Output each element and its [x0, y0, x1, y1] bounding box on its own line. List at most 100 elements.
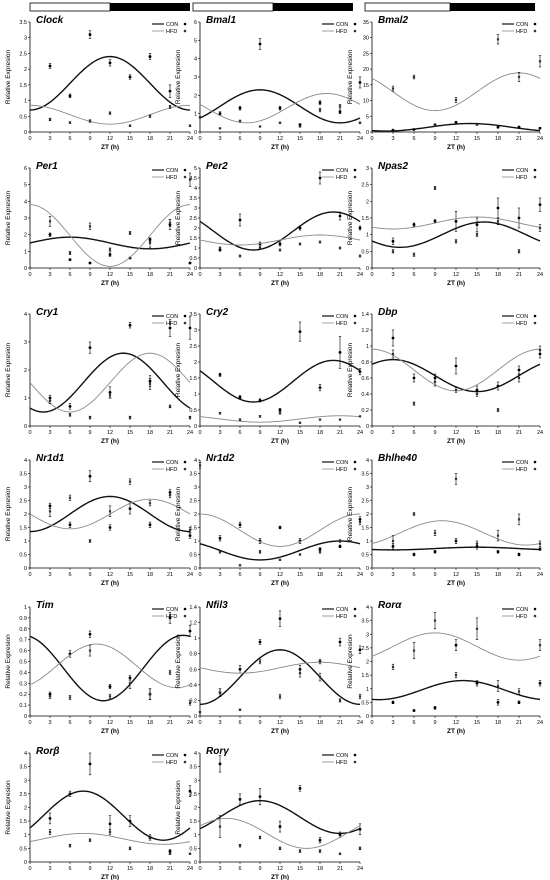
data-point-con	[391, 239, 395, 243]
y-tick-label: 0.6	[189, 667, 197, 673]
data-point-con	[48, 64, 52, 68]
data-point-hfd	[358, 415, 362, 418]
data-point-hfd	[298, 553, 302, 556]
x-tick-label: 18	[495, 572, 501, 578]
x-tick-label: 15	[297, 572, 303, 578]
x-axis-label: ZT (h)	[101, 580, 119, 587]
y-tick-label: 2.5	[19, 792, 27, 798]
chart-panel: 0 0.5 1 1.5 2 2.5 3 3.5 4 0 3 6 9 12 15 18 21 24 ZT (h) Rel…	[347, 600, 543, 735]
data-point-con	[298, 226, 302, 230]
x-tick-label: 3	[218, 866, 221, 872]
legend-marker	[533, 168, 537, 172]
data-point-hfd	[358, 847, 362, 850]
x-tick-label: 0	[28, 720, 31, 726]
y-axis-label: Relative Expresion	[5, 634, 12, 689]
y-tick-label: 2.5	[189, 216, 197, 222]
x-tick-label: 15	[297, 430, 303, 436]
data-point-con	[391, 128, 395, 132]
data-point-con	[338, 110, 342, 114]
y-tick-label: 1.5	[361, 216, 369, 222]
legend-label: CON	[516, 460, 528, 466]
y-tick-label: 0.5	[19, 553, 27, 559]
legend-marker	[533, 321, 537, 325]
y-tick-label: 2.5	[189, 792, 197, 798]
data-point-hfd	[128, 480, 132, 483]
data-point-hfd	[412, 649, 416, 652]
data-point-hfd	[475, 542, 479, 545]
x-tick-label: 24	[537, 430, 543, 436]
data-point-hfd	[538, 542, 542, 545]
y-tick-label: 2.5	[19, 499, 27, 505]
x-tick-label: 12	[277, 272, 283, 278]
data-point-con	[517, 216, 521, 220]
y-tick-label: 3	[24, 216, 27, 222]
data-point-hfd	[168, 105, 172, 108]
x-tick-label: 15	[474, 136, 480, 142]
x-tick-label: 21	[516, 272, 522, 278]
x-tick-label: 12	[277, 136, 283, 142]
legend-marker	[353, 168, 357, 172]
x-tick-label: 0	[198, 430, 201, 436]
data-point-hfd	[358, 254, 362, 258]
data-point-hfd	[278, 695, 282, 698]
cosinor-fit-line	[29, 634, 191, 702]
legend-label: HFD	[336, 614, 347, 620]
data-point-hfd	[68, 251, 72, 255]
y-tick-label: 3	[194, 328, 197, 334]
x-tick-label: 9	[433, 572, 436, 578]
y-tick-label: 2.5	[189, 344, 197, 350]
x-tick-label: 12	[453, 720, 459, 726]
x-tick-label: 15	[474, 720, 480, 726]
y-tick-label: 2.5	[361, 646, 369, 652]
x-tick-label: 21	[337, 866, 343, 872]
x-tick-label: 3	[391, 272, 394, 278]
x-tick-label: 3	[391, 430, 394, 436]
data-point-con	[68, 94, 72, 98]
x-tick-label: 18	[495, 430, 501, 436]
data-point-hfd	[433, 186, 437, 190]
y-tick-label: 0.5	[361, 553, 369, 559]
data-point-con	[338, 214, 342, 218]
x-tick-label: 15	[127, 136, 133, 142]
data-point-hfd	[538, 226, 542, 230]
x-tick-label: 21	[167, 720, 173, 726]
x-tick-label: 3	[218, 720, 221, 726]
legend-label: HFD	[166, 321, 177, 327]
legend-marker	[533, 29, 537, 33]
y-tick-label: 0.5	[189, 408, 197, 414]
y-tick-label: 1	[194, 636, 197, 642]
legend-label: CON	[516, 314, 528, 320]
dark-phase-bar	[273, 3, 353, 11]
data-point-con	[433, 219, 437, 223]
y-tick-label: 0	[194, 424, 197, 430]
legend-label: HFD	[166, 760, 177, 766]
data-point-hfd	[475, 123, 479, 126]
legend-marker	[183, 460, 187, 464]
data-point-con	[168, 89, 172, 93]
data-point-con	[318, 176, 322, 180]
legend-label: HFD	[516, 614, 527, 620]
y-axis-label: Relative Expresion	[347, 191, 354, 246]
data-point-hfd	[475, 392, 479, 396]
x-tick-label: 0	[198, 572, 201, 578]
y-tick-label: 0	[24, 860, 27, 866]
x-tick-label: 18	[317, 430, 323, 436]
x-tick-label: 6	[68, 272, 71, 278]
y-tick-label: 3	[194, 485, 197, 491]
cosinor-fit-line	[199, 817, 361, 849]
panel-title: Bmal1	[206, 15, 236, 26]
data-point-hfd	[48, 220, 52, 223]
data-point-con	[108, 61, 112, 65]
data-point-hfd	[338, 852, 342, 855]
data-point-con	[517, 125, 521, 129]
data-point-hfd	[391, 352, 395, 356]
panel-title: Rorα	[378, 600, 402, 611]
data-point-hfd	[278, 412, 282, 415]
chart-panel: 0 0.5 1 1.5 2 2.5 3 3.5 0 3 6 9 12 15 18 21 24 ZT (h) Rela…	[175, 307, 363, 445]
data-point-con	[68, 523, 72, 527]
y-tick-label: 0	[366, 266, 369, 272]
x-tick-label: 12	[277, 430, 283, 436]
data-point-hfd	[128, 682, 132, 685]
data-point-hfd	[108, 830, 112, 834]
data-point-con	[278, 106, 282, 110]
